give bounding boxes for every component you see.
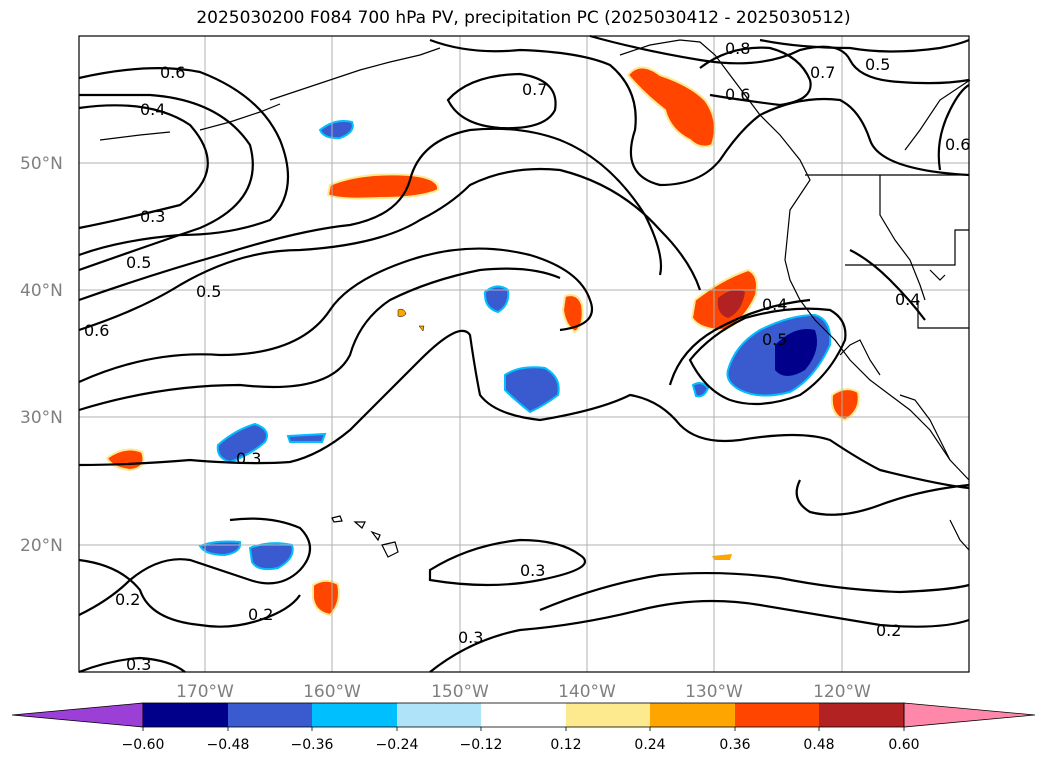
lon-tick-label: 120°W bbox=[813, 682, 871, 702]
contour-label: 0.3 bbox=[236, 449, 261, 468]
contour-label: 0.6 bbox=[725, 85, 750, 104]
contour-label: 0.6 bbox=[160, 63, 185, 82]
contour-label: 0.6 bbox=[945, 135, 970, 154]
colorbar-tick-label: −0.12 bbox=[460, 737, 503, 753]
colorbar-segment bbox=[819, 703, 904, 727]
colorbar-tick-label: −0.24 bbox=[376, 737, 419, 753]
lat-axis-labels: 50°N 40°N 30°N 20°N bbox=[20, 154, 63, 556]
colorbar-extend-right bbox=[903, 702, 1036, 728]
lon-axis-labels: 170°W 160°W 150°W 140°W 130°W 120°W bbox=[176, 682, 871, 702]
lon-tick-label: 140°W bbox=[558, 682, 616, 702]
colorbar-tick-label: −0.48 bbox=[207, 737, 250, 753]
lat-tick-label: 40°N bbox=[20, 281, 63, 301]
contour-label: 0.7 bbox=[810, 63, 835, 82]
colorbar-tick-label: 0.24 bbox=[634, 737, 665, 753]
lat-tick-label: 30°N bbox=[20, 408, 63, 428]
lon-tick-label: 170°W bbox=[176, 682, 234, 702]
contour-label: 0.8 bbox=[725, 39, 750, 58]
map-panel: 0.6 0.4 0.3 0.5 0.5 0.6 0.7 0.8 0.6 0.5 … bbox=[78, 34, 970, 674]
contour-label: 0.2 bbox=[876, 621, 901, 640]
lat-tick-label: 20°N bbox=[20, 536, 63, 556]
colorbar-segment bbox=[481, 703, 566, 727]
contour-labels: 0.6 0.4 0.3 0.5 0.5 0.6 0.7 0.8 0.6 0.5 … bbox=[84, 39, 970, 674]
contour-label: 0.2 bbox=[248, 605, 273, 624]
contour-label: 0.4 bbox=[762, 295, 787, 314]
contour-label: 0.5 bbox=[126, 253, 151, 272]
contour-label: 0.5 bbox=[865, 55, 890, 74]
colorbar-segment bbox=[735, 703, 819, 727]
contour-label: 0.4 bbox=[140, 100, 165, 119]
contour-label: 0.3 bbox=[140, 207, 165, 226]
contour-label: 0.7 bbox=[522, 80, 547, 99]
colorbar-tick-label: 0.60 bbox=[888, 737, 919, 753]
lon-tick-label: 150°W bbox=[431, 682, 489, 702]
pv-contours bbox=[78, 34, 970, 674]
colorbar-tick-label: 0.36 bbox=[719, 737, 750, 753]
contour-label: 0.2 bbox=[115, 590, 140, 609]
contour-label: 0.4 bbox=[895, 290, 920, 309]
colorbar-segment bbox=[228, 703, 312, 727]
colorbar-tick-label: 0.48 bbox=[803, 737, 834, 753]
contour-label: 0.3 bbox=[126, 655, 151, 674]
contour-label: 0.6 bbox=[84, 321, 109, 340]
colorbar-segment bbox=[397, 703, 481, 727]
precip-negative-shading bbox=[198, 120, 832, 571]
colorbar-segment bbox=[650, 703, 735, 727]
lon-tick-label: 130°W bbox=[685, 682, 743, 702]
contour-label: 0.3 bbox=[520, 561, 545, 580]
colorbar-segment bbox=[143, 703, 228, 727]
colorbar-segment bbox=[312, 703, 397, 727]
colorbar-segment bbox=[566, 703, 650, 727]
map-title: 2025030200 F084 700 hPa PV, precipitatio… bbox=[196, 8, 851, 28]
colorbar: −0.60 −0.48 −0.36 −0.24 −0.12 0.12 0.24 … bbox=[11, 702, 1036, 753]
hawaii-islands bbox=[331, 515, 399, 558]
lon-tick-label: 160°W bbox=[303, 682, 361, 702]
colorbar-tick-label: 0.12 bbox=[550, 737, 581, 753]
contour-label: 0.5 bbox=[196, 282, 221, 301]
colorbar-tick-label: −0.60 bbox=[122, 737, 165, 753]
colorbar-extend-left bbox=[11, 702, 144, 728]
lat-tick-label: 50°N bbox=[20, 154, 63, 174]
contour-label: 0.3 bbox=[458, 628, 483, 647]
contour-label: 0.5 bbox=[762, 330, 787, 349]
colorbar-tick-label: −0.36 bbox=[291, 737, 334, 753]
